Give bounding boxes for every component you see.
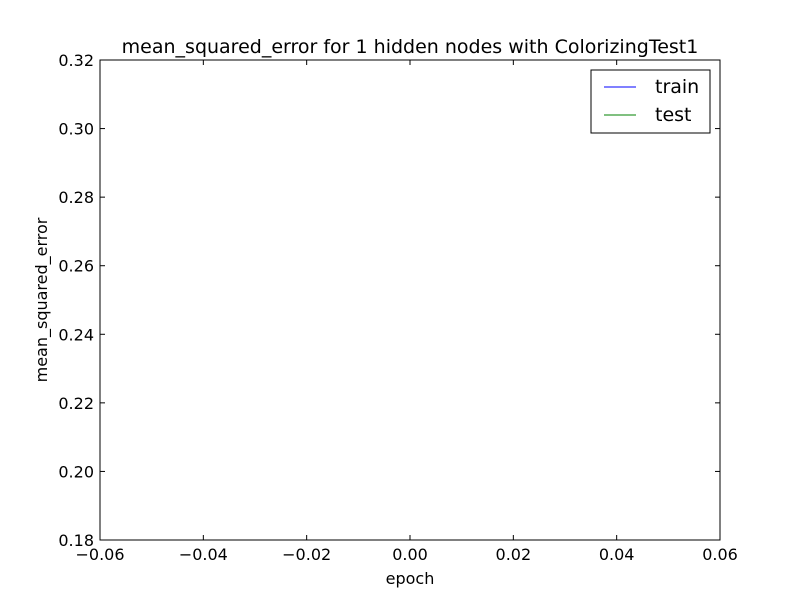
y-tick-label: 0.30 — [58, 120, 94, 139]
x-tick-label: −0.04 — [179, 545, 228, 564]
y-tick-label: 0.18 — [58, 531, 94, 550]
legend: train test — [590, 69, 711, 134]
x-tick-label: 0.06 — [702, 545, 738, 564]
legend-label-test: test — [655, 104, 692, 126]
y-tick-label: 0.20 — [58, 462, 94, 481]
x-tick-label: −0.02 — [282, 545, 331, 564]
y-axis-ticks: 0.18 0.20 0.22 0.24 0.26 0.28 0.30 0.32 — [58, 51, 720, 550]
y-tick-label: 0.28 — [58, 188, 94, 207]
x-tick-label: 0.02 — [496, 545, 532, 564]
y-tick-label: 0.26 — [58, 257, 94, 276]
y-tick-label: 0.24 — [58, 325, 94, 344]
legend-label-train: train — [655, 76, 699, 98]
legend-frame — [590, 69, 711, 134]
x-tick-label: 0.00 — [392, 545, 428, 564]
x-axis-ticks: −0.06 −0.04 −0.02 0.00 0.02 0.04 0.06 — [75, 60, 738, 564]
y-tick-label: 0.22 — [58, 394, 94, 413]
plot-area — [99, 59, 721, 541]
chart-title: mean_squared_error for 1 hidden nodes wi… — [122, 36, 699, 58]
y-axis-label: mean_squared_error — [32, 217, 52, 382]
x-axis-label: epoch — [386, 569, 435, 588]
x-tick-label: 0.04 — [599, 545, 635, 564]
x-tick-label: −0.06 — [75, 545, 124, 564]
y-tick-label: 0.32 — [58, 51, 94, 70]
